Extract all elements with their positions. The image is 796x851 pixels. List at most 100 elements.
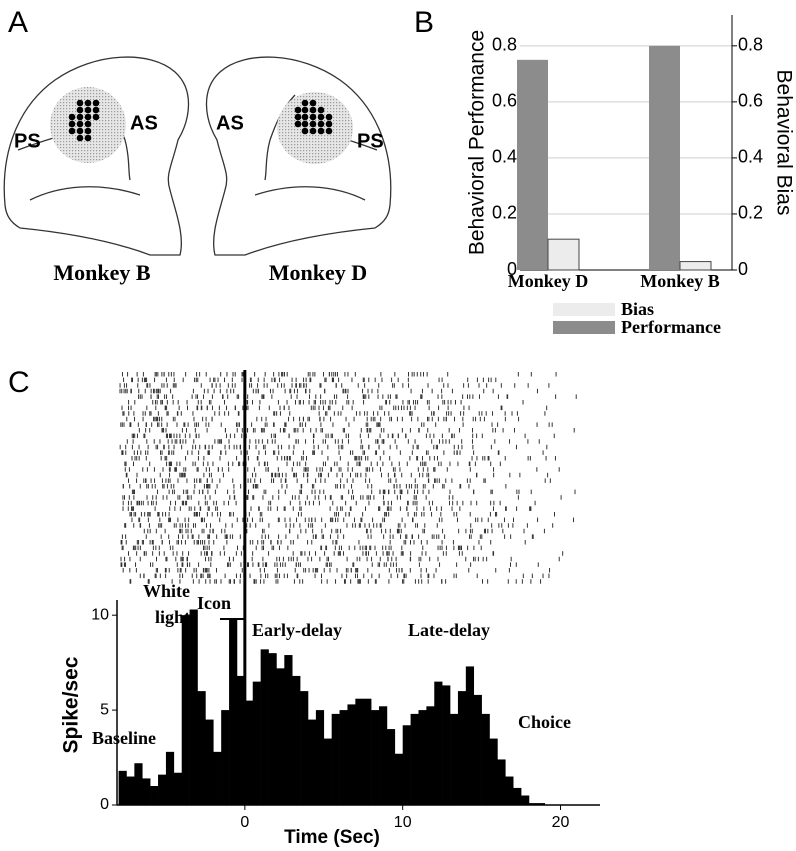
y2-tick-label: 0.8 (738, 35, 763, 55)
histogram-bar (236, 675, 246, 805)
histogram-bar (284, 655, 293, 805)
x-axis-label: Time (Sec) (284, 827, 380, 848)
electrode (76, 134, 84, 142)
x-tick-label: 20 (552, 814, 570, 831)
annotation: White light (143, 581, 190, 627)
histogram-bar (173, 772, 183, 805)
sulcus-label: AS (130, 112, 158, 134)
y-tick-label: 0.2 (492, 203, 517, 223)
electrode (68, 120, 76, 128)
electrode (92, 99, 100, 107)
histogram-bar (229, 618, 238, 805)
brain-right (205, 56, 392, 256)
histogram-bar (473, 694, 482, 805)
y-tick-label: 0.4 (492, 147, 517, 167)
sulcus-label: PS (357, 130, 384, 152)
electrode (84, 106, 92, 114)
electrode (325, 113, 333, 121)
electrode (325, 120, 333, 128)
histogram-bar (386, 729, 396, 805)
histogram-bar (126, 776, 135, 805)
legend-swatch (553, 321, 615, 334)
electrode (84, 120, 92, 128)
histogram-bar (260, 649, 269, 805)
histogram-bar (181, 615, 190, 805)
bar (517, 59, 548, 271)
histogram-bar (418, 710, 427, 805)
electrode (76, 127, 84, 135)
legend-label: Performance (621, 317, 721, 337)
histogram-bar (402, 725, 411, 805)
histogram-bar (205, 719, 214, 805)
monkey-caption: Monkey B (53, 260, 151, 285)
histogram-bar (134, 763, 143, 805)
histogram-bar (465, 666, 475, 805)
histogram-bar (158, 774, 167, 805)
histogram-bar (536, 803, 546, 805)
histogram-bar (300, 691, 309, 805)
electrode (301, 127, 309, 135)
electrode (309, 120, 317, 128)
y-axis-label: Spike/sec (60, 656, 83, 753)
histogram-bar (371, 710, 380, 805)
histogram-bar (513, 787, 522, 805)
y-tick-label: 0.6 (492, 91, 517, 111)
histogram-bar (142, 778, 151, 805)
histogram-bar (292, 675, 301, 805)
annotation: Late-delay (408, 620, 490, 640)
histogram-bar (197, 691, 206, 805)
histogram-bar (347, 704, 356, 805)
histogram-bar (450, 713, 459, 805)
histogram-bar (165, 751, 175, 805)
legend-swatch (553, 303, 615, 316)
electrode (301, 113, 309, 121)
electrode (294, 113, 302, 121)
histogram-bar (426, 706, 435, 805)
histogram-bar (505, 776, 514, 805)
histogram-bar (276, 668, 285, 805)
bar (679, 261, 712, 271)
y-tick-label: 0 (507, 259, 517, 279)
histogram-bar (221, 710, 230, 805)
electrode (76, 113, 84, 121)
electrode (84, 113, 92, 121)
histogram-bar (410, 713, 419, 805)
sulcus-label: PS (14, 130, 41, 152)
electrode (76, 106, 84, 114)
histogram-bar (244, 700, 254, 805)
annotation: Icon (197, 593, 232, 613)
annotation: Early-delay (252, 620, 342, 640)
electrode (309, 99, 317, 107)
histogram-bar (323, 738, 332, 805)
electrode (317, 113, 325, 121)
electrode (309, 106, 317, 114)
y-tick-label: 0.8 (492, 35, 517, 55)
electrode (68, 113, 76, 121)
electrode (76, 99, 84, 107)
histogram-bar (394, 753, 403, 805)
electrode (309, 127, 317, 135)
y2-tick-label: 0 (738, 259, 748, 279)
histogram-bar (268, 653, 277, 805)
electrode (301, 120, 309, 128)
histogram-bar (363, 698, 372, 805)
annotation: Baseline (92, 728, 157, 748)
electrode (301, 99, 309, 107)
y2-tick-label: 0.6 (738, 91, 763, 111)
histogram-bar (379, 706, 388, 805)
x-tick-label: 0 (240, 814, 249, 831)
bar (547, 238, 580, 271)
histogram-bar (189, 609, 198, 805)
electrode (317, 106, 325, 114)
histogram-bar (489, 738, 498, 805)
histogram-bar (331, 713, 340, 805)
annotation: Choice (518, 712, 571, 732)
histogram-bar (442, 685, 451, 805)
y2-axis-label: Behavioral Bias (772, 70, 795, 216)
electrode (317, 127, 325, 135)
panel-label: A (8, 6, 28, 39)
electrode (309, 113, 317, 121)
electrode (84, 127, 92, 135)
